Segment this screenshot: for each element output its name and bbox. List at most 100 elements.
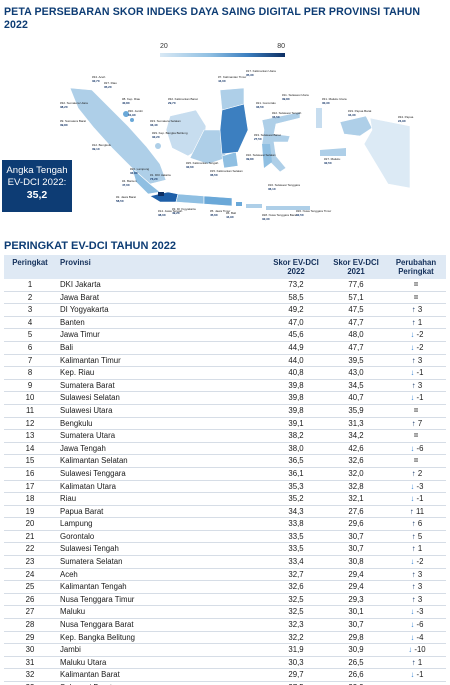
ranking-title: PERINGKAT EV-DCI TAHUN 2022 (4, 240, 176, 252)
rank-cell: 8 (4, 366, 56, 380)
map-province-label: #3. DI Yogyakarta (172, 207, 196, 211)
score-2022-cell: 33,8 (266, 517, 326, 531)
score-2021-cell: 26,5 (326, 656, 386, 670)
score-2021-cell: 30,7 (326, 542, 386, 557)
province-cell: Lampung (56, 517, 266, 531)
rank-cell: 25 (4, 580, 56, 594)
province-cell: Nusa Tenggara Barat (56, 618, 266, 632)
map-legend: 20 80 (160, 43, 285, 67)
map-province-value: 27,50 (254, 137, 262, 141)
score-2022-cell: 38,0 (266, 442, 326, 456)
score-2022-cell: 33,5 (266, 530, 326, 544)
score-2021-cell: 29,6 (326, 517, 386, 531)
map-province-value: 44,00 (218, 79, 226, 83)
region-sumatra-south (131, 167, 161, 195)
rank-cell: 13 (4, 429, 56, 443)
equal-icon: = (413, 292, 419, 302)
arrow-up-icon: ↑ (410, 506, 414, 516)
map-province-value: 38,00 (158, 213, 166, 217)
score-2022-cell: 27,5 (266, 681, 326, 685)
arrow-down-icon: ↓ (410, 670, 415, 680)
map-province-label: #26. Nusa Tenggara Timur (296, 209, 331, 213)
map-province-value: 33,50 (272, 115, 280, 119)
score-2022-cell: 32,2 (266, 631, 326, 645)
rank-change-value: 3 (417, 594, 423, 604)
region-ntb (246, 204, 262, 208)
score-2021-cell: 27,6 (326, 505, 386, 519)
ranking-table-body: 1 DKI Jakarta 73,2 77,6 = 2 Jawa Barat 58,5 57,1… (4, 279, 446, 685)
map-province-value: 36,50 (210, 173, 218, 177)
table-row: 17 Kalimatan Utara 35,3 32,8 ↓ -3 (4, 480, 446, 494)
rank-change-cell: ↑ 1 (386, 316, 446, 330)
rank-change-value: 3 (417, 355, 423, 365)
province-cell: Jawa Timur (56, 328, 266, 342)
rank-cell: 23 (4, 555, 56, 569)
rank-cell: 9 (4, 379, 56, 393)
map-province-value: 33,50 (256, 105, 264, 109)
map-province-label: #34. Papua (398, 115, 414, 119)
rank-change-cell: ↑ 3 (386, 568, 446, 582)
score-2021-cell: 29,3 (326, 593, 386, 607)
region-papua (363, 117, 411, 189)
region-ntt (266, 206, 310, 210)
map-province-value: 31,90 (128, 113, 136, 117)
score-2021-cell: 30,7 (326, 530, 386, 544)
score-2021-cell: 32,8 (326, 480, 386, 494)
score-2021-cell: 77,6 (326, 279, 386, 292)
rank-change-cell: ↓ -1 (386, 366, 446, 380)
province-cell: Sumatera Utara (56, 429, 266, 443)
map-province-value: 33,80 (130, 171, 138, 175)
median-value: 35,2 (26, 189, 48, 201)
map-province-label: #32. Sumatera Utara (60, 101, 88, 105)
table-row: 3 DI Yogyakarta 49,2 47,5 ↑ 3 (4, 303, 446, 317)
arrow-up-icon: ↑ (411, 317, 416, 327)
arrow-up-icon: ↑ (411, 569, 416, 579)
table-header-row: Peringkat Provinsi Skor EV-DCI 2022 Skor… (4, 255, 446, 279)
table-row: 20 Lampung 33,8 29,6 ↑ 6 (4, 517, 446, 531)
arrow-down-icon: ↓ (410, 494, 415, 504)
score-2022-cell: 73,2 (266, 279, 326, 292)
arrow-down-icon: ↓ (408, 645, 413, 655)
rank-cell: 22 (4, 542, 56, 557)
equal-icon: = (413, 431, 419, 441)
table-row: 5 Jawa Timur 45,6 48,0 ↓ -2 (4, 328, 446, 342)
map-province-label: #21. Gorontalo (256, 101, 276, 105)
region-kalimantan-utara (219, 87, 245, 111)
map-province-value: 32,70 (92, 79, 100, 83)
arrow-down-icon: ↓ (410, 330, 415, 340)
map-province-label: #16. Sulawesi Tenggara (268, 183, 300, 187)
rank-change-cell: ↓ -6 (386, 442, 446, 456)
rank-cell: 18 (4, 492, 56, 506)
rank-change-cell: ↓ -6 (386, 618, 446, 632)
map-province-label: #22. Sulawesi Tengah (272, 111, 302, 115)
region-sulawesi-selatan (262, 144, 272, 168)
table-row: 13 Sumatera Utara 38,2 34,2 = (4, 429, 446, 443)
score-2022-cell: 33,4 (266, 555, 326, 569)
region-jawa-tengah (175, 193, 205, 205)
score-2022-cell: 35,2 (266, 492, 326, 506)
map-province-label: #4. Banten (122, 179, 137, 183)
map-province-value: 33,40 (150, 123, 158, 127)
arrow-up-icon: ↑ (411, 594, 416, 604)
arrow-up-icon: ↑ (411, 355, 416, 365)
table-row: 10 Sulawesi Selatan 39,8 40,7 ↓ -1 (4, 391, 446, 405)
map-province-label: #5. Jawa Timur (210, 209, 230, 213)
score-2022-cell: 44,9 (266, 341, 326, 355)
header-rank: Peringkat (4, 255, 56, 279)
rank-change-cell: ↑ 3 (386, 303, 446, 317)
score-2021-cell: 30,8 (326, 555, 386, 569)
arrow-up-icon: ↑ (411, 657, 416, 667)
map-province-value: 32,20 (152, 135, 160, 139)
rank-cell: 14 (4, 442, 56, 456)
map-province-value: 35,20 (104, 85, 112, 89)
rank-cell: 29 (4, 631, 56, 645)
map-province-label: #34. Aceh (92, 75, 106, 79)
table-row: 24 Aceh 32,7 29,4 ↑ 3 (4, 568, 446, 582)
rank-change-value: 7 (417, 418, 423, 428)
score-2022-cell: 32,5 (266, 593, 326, 607)
province-cell: Kalimatan Utara (56, 480, 266, 494)
score-2021-cell: 29,8 (326, 631, 386, 645)
arrow-up-icon: ↑ (411, 305, 416, 315)
score-2021-cell: 57,1 (326, 291, 386, 305)
rank-change-value: 6 (417, 519, 423, 529)
